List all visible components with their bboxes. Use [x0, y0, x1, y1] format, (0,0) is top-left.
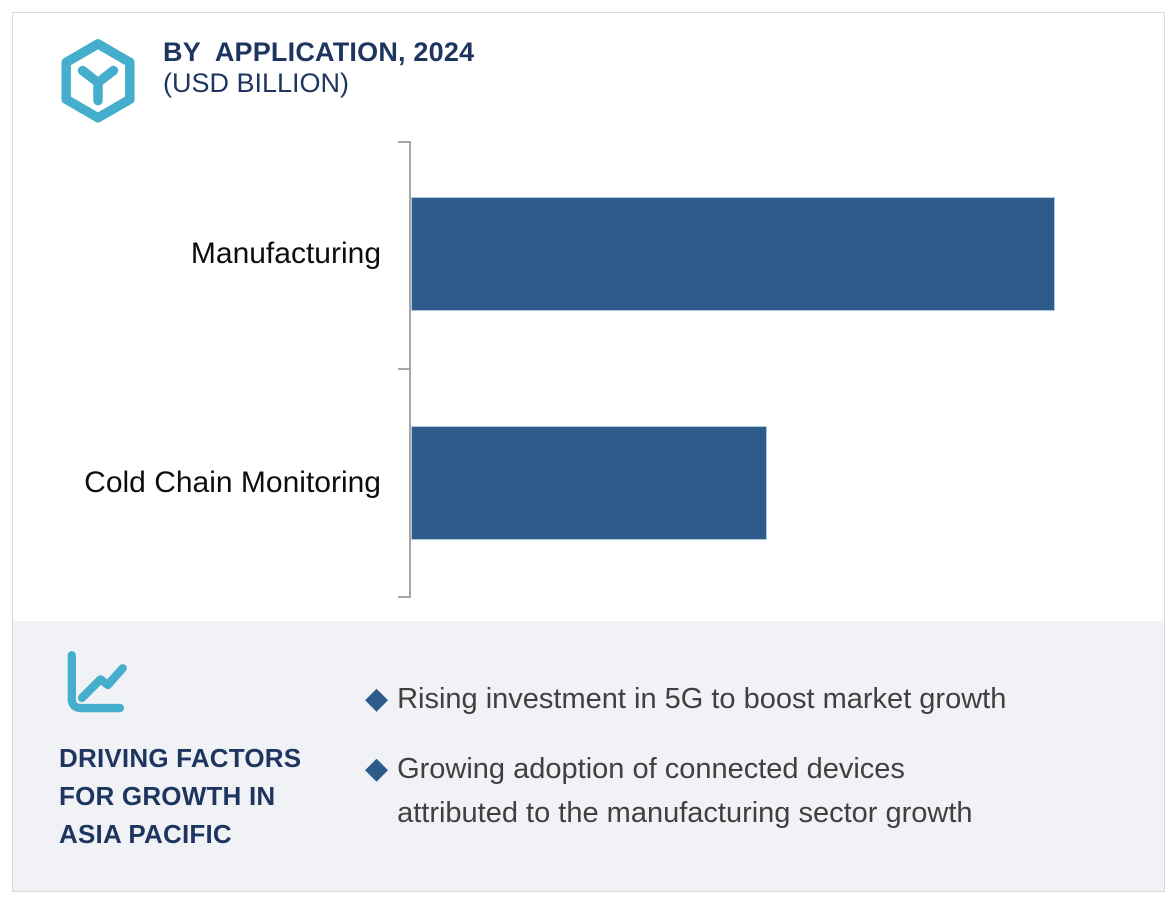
- line-chart-icon: [67, 651, 127, 713]
- heading-line: ASIA PACIFIC: [59, 819, 232, 849]
- bullet-text: Rising investment in 5G to boost market …: [397, 677, 1006, 721]
- bullet-text-line: attributed to the manufacturing sector g…: [397, 797, 973, 829]
- bullet-text: Growing adoption of connected devices at…: [397, 747, 972, 835]
- category-label-manufacturing: Manufacturing: [190, 237, 381, 270]
- bullet-text-line: Rising investment in 5G to boost market …: [397, 683, 1007, 715]
- diamond-bullet-icon: ◆: [365, 752, 389, 785]
- category-axis-line: [409, 141, 411, 598]
- chart-header: BY APPLICATION, 2024 (USD BILLION): [163, 37, 474, 99]
- category-label-cold-chain-monitoring: Cold Chain Monitoring: [84, 466, 381, 499]
- bullet-text-line: Growing adoption of connected devices: [397, 753, 905, 785]
- bullet-item: ◆ Growing adoption of connected devices …: [365, 747, 973, 835]
- hexagon-y-logo-icon: [61, 39, 135, 123]
- bar-cold-chain-monitoring: [411, 426, 767, 540]
- driving-factors-heading: DRIVING FACTORS FOR GROWTH IN ASIA PACIF…: [59, 739, 301, 853]
- chart-subtitle: (USD BILLION): [163, 68, 350, 98]
- axis-tick: [398, 368, 410, 370]
- axis-tick: [398, 141, 410, 143]
- chart-title: BY APPLICATION, 2024: [163, 37, 475, 67]
- heading-line: DRIVING FACTORS: [59, 743, 302, 773]
- infographic-frame: BY APPLICATION, 2024 (USD BILLION) Manuf…: [12, 12, 1165, 892]
- diamond-bullet-icon: ◆: [365, 682, 389, 715]
- bar-manufacturing: [411, 197, 1055, 311]
- bullet-item: ◆ Rising investment in 5G to boost marke…: [365, 677, 1006, 721]
- driving-factors-panel: DRIVING FACTORS FOR GROWTH IN ASIA PACIF…: [13, 621, 1164, 891]
- heading-line: FOR GROWTH IN: [59, 781, 276, 811]
- axis-tick: [398, 596, 410, 598]
